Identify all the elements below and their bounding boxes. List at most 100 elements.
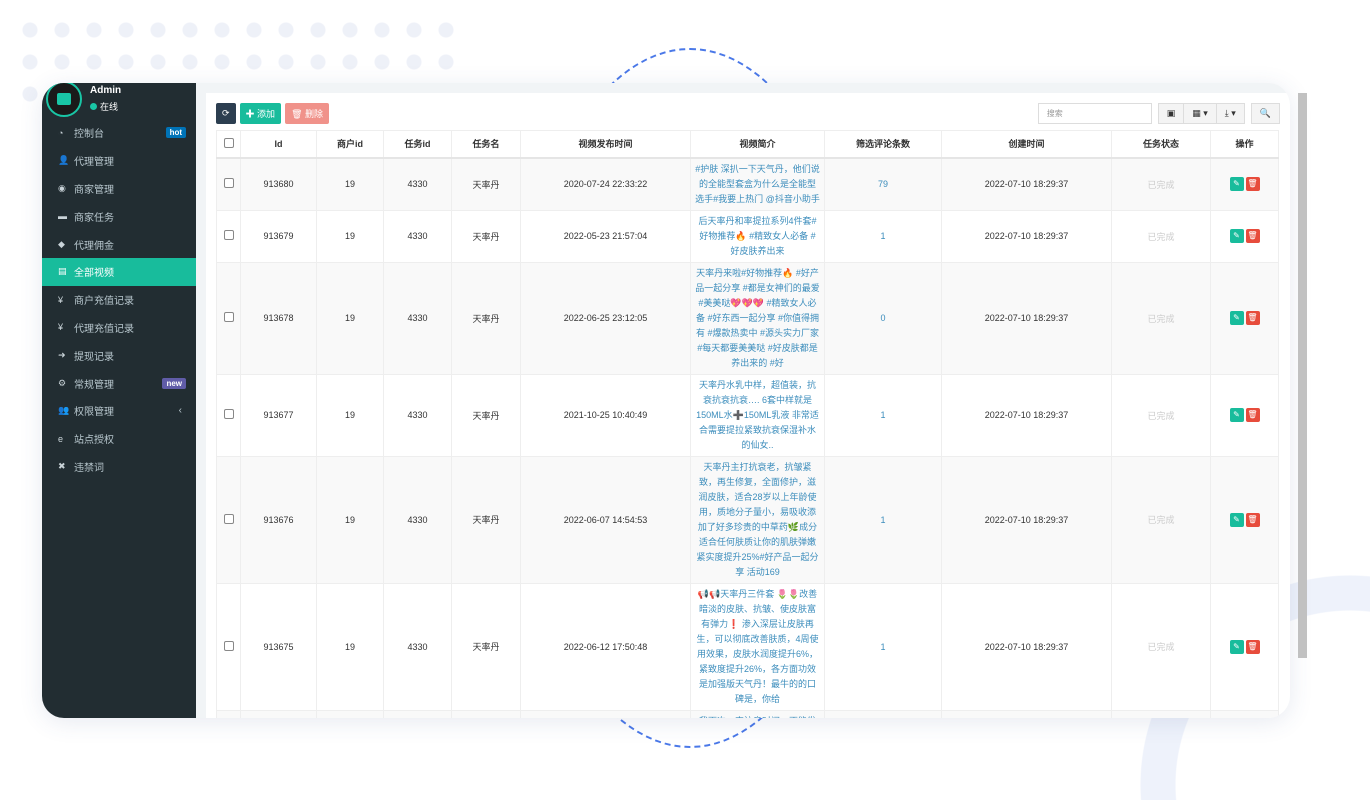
column-header[interactable]: 任务状态 — [1111, 130, 1211, 159]
sidebar-item-7[interactable]: ¥ 代理充值记录 — [42, 314, 196, 342]
sidebar-item-8[interactable]: ➜ 提现记录 — [42, 341, 196, 369]
column-header[interactable]: 操作 — [1210, 130, 1279, 159]
cell-desc[interactable]: #护肤 深扒一下天气丹，他们说的全能型套盒为什么是全能型选手#我要上热门 @抖音… — [690, 157, 825, 211]
eye-icon: ◉ — [58, 182, 66, 193]
cell-desc[interactable]: 我下次一定注意时间。不能发这么长时间的视频了#分享爱用物 #护肤好物 #美妆测评 — [690, 709, 825, 718]
cell-status: 已完成 — [1111, 373, 1211, 457]
app-window: Admin 在线 ◔ 控制台 hot 👤 代理管理 ◉ 商家管理 ▬ 商家任务 ◆ 代理佣金 ▤ 全部视… — [42, 83, 1290, 718]
sidebar-item-12[interactable]: ✖ 违禁词 — [42, 453, 196, 481]
cell-status: 已完成 — [1111, 157, 1211, 211]
row-checkbox[interactable] — [216, 261, 241, 375]
cell-desc[interactable]: 天率丹主打抗衰老，抗皱紧致，再生修复，全面修护，滋润皮肤，适合28岁以上年龄使用… — [690, 455, 825, 584]
diamond-icon: ◆ — [58, 238, 65, 249]
delete-trash-icon[interactable]: 🗑 — [1245, 311, 1260, 325]
cell-task_id: 4330 — [383, 582, 452, 711]
row-checkbox[interactable] — [216, 709, 241, 718]
sidebar-item-label: 常规管理 — [74, 379, 114, 391]
row-checkbox[interactable] — [216, 582, 241, 711]
sidebar-item-label: 代理管理 — [74, 157, 114, 169]
sidebar-item-label: 控制台 — [74, 129, 104, 141]
column-header[interactable]: 任务id — [383, 130, 452, 159]
cell-pub: 2021-10-25 10:40:49 — [520, 373, 691, 457]
column-header[interactable]: 商户id — [316, 130, 384, 159]
edit-pencil-icon[interactable]: ✎ — [1229, 512, 1244, 527]
cell-created: 2022-07-10 18:29:37 — [941, 582, 1112, 711]
row-actions: ✎🗑 — [1210, 261, 1279, 375]
sidebar-item-4[interactable]: ◆ 代理佣金 — [42, 230, 196, 258]
cell-desc[interactable]: 📢📢天率丹三件套 🌷🌷改善暗淡的皮肤、抗皱、使皮肤富有弹力❗ 渗入深层让皮肤再生… — [690, 582, 825, 711]
sidebar-item-10[interactable]: 👥 权限管理 ‹ — [42, 397, 196, 425]
sidebar-item-6[interactable]: ¥ 商户充值记录 — [42, 286, 196, 314]
delete-trash-icon[interactable]: 🗑 — [1245, 177, 1260, 191]
row-checkbox[interactable] — [216, 157, 241, 211]
sidebar-item-1[interactable]: 👤 代理管理 — [42, 147, 196, 175]
sidebar-item-label: 全部视频 — [74, 268, 114, 280]
row-checkbox[interactable] — [216, 455, 241, 584]
search-input[interactable]: 搜索 — [1037, 103, 1152, 124]
edit-pencil-icon[interactable]: ✎ — [1229, 639, 1244, 654]
cell-desc[interactable]: 天率丹水乳中样，超值装，抗衰抗衰抗衰…. 6套中样就是150ML水➕150ML乳… — [690, 373, 825, 457]
cell-merchant: 19 — [316, 373, 384, 457]
cell-pub: 2022-06-25 23:12:05 — [520, 261, 691, 375]
column-header[interactable]: 任务名 — [451, 130, 521, 159]
dashboard-icon: ◔ — [58, 127, 64, 138]
row-checkbox[interactable] — [216, 209, 241, 263]
delete-trash-icon[interactable]: 🗑 — [1245, 512, 1260, 527]
times-icon: ✖ — [58, 460, 66, 471]
sidebar-item-2[interactable]: ◉ 商家管理 — [42, 175, 196, 203]
cell-id: 913680 — [240, 157, 317, 211]
chevron-left-icon[interactable]: ‹ — [178, 405, 182, 417]
cell-id: 913679 — [240, 209, 317, 263]
file-image-icon: ▤ — [58, 266, 67, 277]
sidebar-item-0[interactable]: ◔ 控制台 hot — [42, 119, 196, 147]
edit-pencil-icon[interactable]: ✎ — [1229, 177, 1244, 191]
cell-task: 天率丹 — [451, 261, 521, 375]
cell-pub: 2020-07-24 22:33:22 — [520, 157, 691, 211]
cell-task: 天率丹 — [451, 455, 521, 584]
ie-icon: e — [58, 433, 64, 444]
sidebar-item-5[interactable]: ▤ 全部视频 — [42, 257, 196, 286]
delete-trash-icon[interactable]: 🗑 — [1245, 639, 1260, 654]
battery-icon: ▬ — [58, 211, 67, 222]
sidebar-item-label: 代理佣金 — [74, 240, 114, 252]
cell-created: 2022-07-10 18:29:37 — [941, 261, 1112, 375]
hot-badge: hot — [165, 127, 186, 139]
cell-created: 2022-07-10 18:29:37 — [941, 373, 1112, 457]
sidebar-item-3[interactable]: ▬ 商家任务 — [42, 202, 196, 230]
delete-trash-icon[interactable]: 🗑 — [1245, 408, 1260, 422]
cell-desc[interactable]: 天率丹来啦#好物推荐🔥 #好产品一起分享 #都是女神们的最爱 #美美哒💖💖💖 #… — [690, 261, 825, 375]
cell-merchant: 19 — [316, 209, 384, 263]
online-dot-icon — [90, 103, 97, 110]
edit-pencil-icon[interactable]: ✎ — [1229, 311, 1244, 325]
refresh-button[interactable]: ⟳ — [216, 103, 236, 124]
column-header[interactable]: 视频发布时间 — [520, 130, 691, 159]
column-header[interactable]: Id — [240, 130, 317, 159]
cell-desc[interactable]: 后天率丹和率提拉系列4件套#好物推荐🔥 #精致女人必备 #好皮肤养出来 — [690, 209, 825, 263]
cell-created: 2022-07-10 18:29:37 — [941, 709, 1112, 718]
columns-dropdown-icon[interactable]: ▦ ▾ — [1184, 104, 1217, 123]
edit-pencil-icon[interactable]: ✎ — [1229, 408, 1244, 422]
sidebar-item-9[interactable]: ⚙ 常规管理 new — [42, 369, 196, 397]
table-row: 913678 19 4330 天率丹 2022-06-25 23:12:05 天率丹来啦#… — [216, 261, 1279, 375]
select-all-checkbox[interactable] — [216, 130, 241, 159]
column-header[interactable]: 创建时间 — [941, 130, 1112, 159]
table-row: 913674194330天率丹2022-01-03 22:43:59我下次一定注… — [216, 709, 1279, 718]
export-dropdown-icon[interactable]: ⤓ ▾ — [1224, 108, 1236, 118]
add-button[interactable]: ✚ 添加 — [239, 103, 282, 124]
column-header[interactable]: 视频简介 — [690, 130, 825, 159]
cell-created: 2022-07-10 18:29:37 — [941, 209, 1112, 263]
edit-pencil-icon[interactable]: ✎ — [1229, 229, 1244, 243]
cell-task_id: 4330 — [383, 157, 452, 211]
cell-merchant: 19 — [316, 582, 384, 711]
toggle-view-icon[interactable]: ▣ — [1159, 104, 1185, 123]
cell-id: 913678 — [240, 261, 317, 375]
search-button[interactable]: 🔍 — [1250, 103, 1280, 124]
delete-button[interactable]: 🗑 删除 — [285, 103, 329, 124]
cell-status: 已完成 — [1111, 582, 1211, 711]
sidebar-item-11[interactable]: e 站点授权 — [42, 425, 196, 453]
delete-trash-icon[interactable]: 🗑 — [1245, 229, 1260, 243]
column-header[interactable]: 筛选评论条数 — [824, 130, 942, 159]
cell-count: 1 — [824, 582, 942, 711]
scrollbar[interactable] — [1298, 93, 1307, 658]
row-checkbox[interactable] — [216, 373, 241, 457]
